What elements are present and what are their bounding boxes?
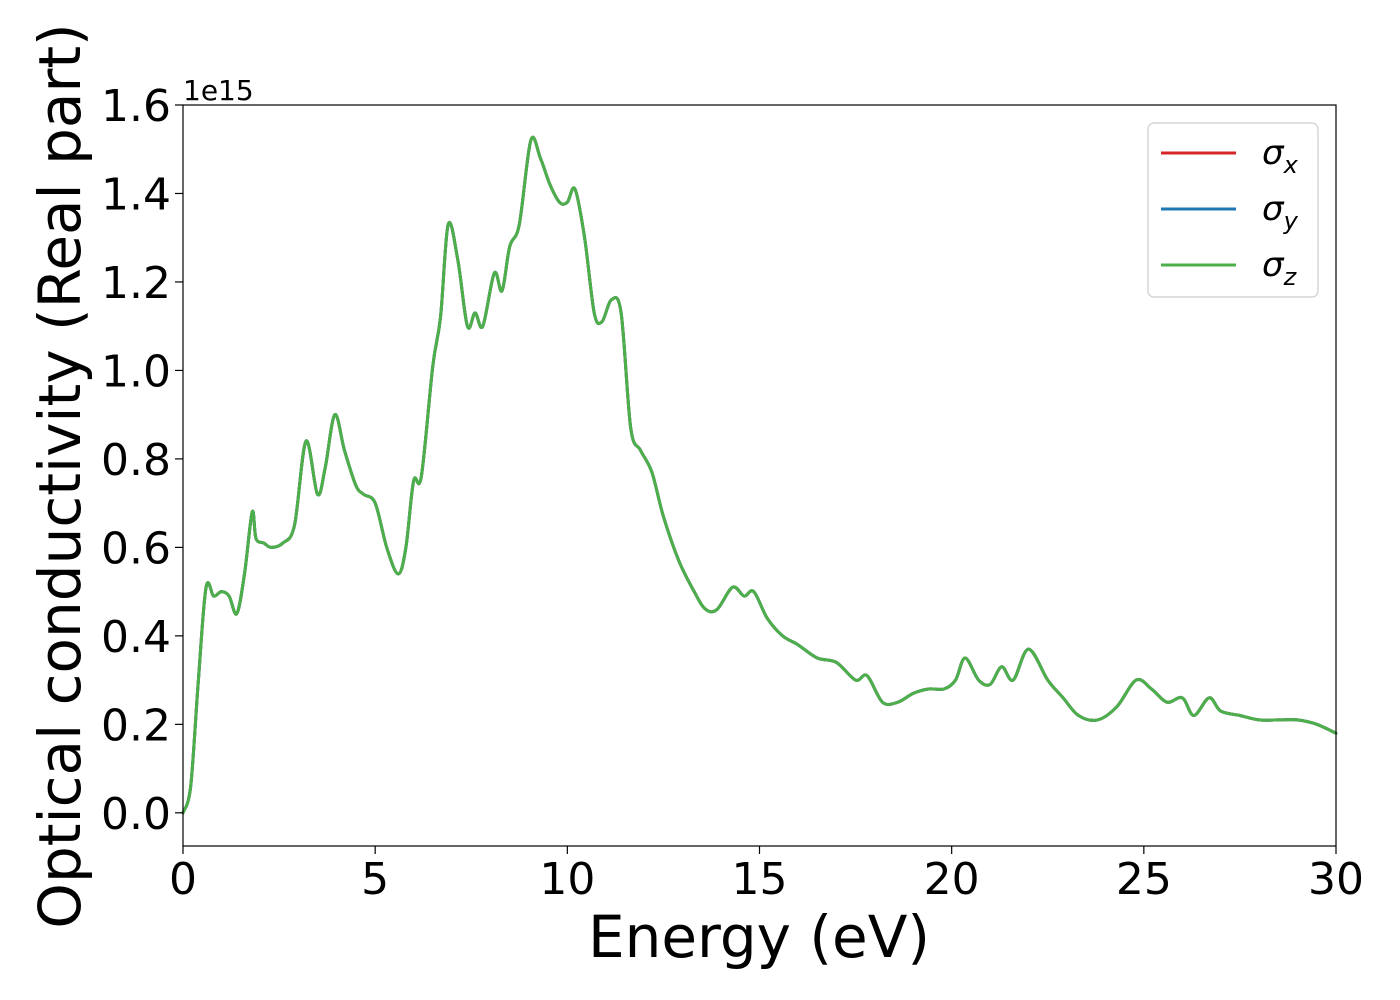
y-axis-label: Optical conductivity (Real part) [26,23,94,928]
x-tick-label: 25 [1116,854,1172,905]
x-tick-label: 15 [732,854,788,905]
x-tick-label: 5 [361,854,389,905]
y-tick-label: 1.6 [101,81,171,132]
legend-label: σz [1262,245,1298,291]
x-tick-label: 10 [539,854,595,905]
legend-entries: σx σy σz [1161,133,1299,291]
y-tick-label: 1.4 [101,169,171,220]
x-axis-label: Energy (eV) [588,903,930,971]
x-tick-label: 20 [924,854,980,905]
y-offset-label: 1e15 [183,74,254,107]
x-tick-label: 30 [1308,854,1364,905]
y-tick-label: 0.6 [101,523,171,574]
series-line-3 [181,135,1338,815]
y-tick-label: 1.2 [101,258,171,309]
series-layer [181,135,1338,815]
legend: σx σy σz [1147,122,1319,298]
y-tick-label: 0.8 [101,435,171,486]
y-axis-ticks: 0.0 0.2 0.4 0.6 0.8 1.0 1.2 1.4 1.6 [101,81,183,840]
y-tick-label: 0.2 [101,700,171,751]
legend-label: σx [1262,133,1299,179]
legend-label: σy [1262,189,1299,235]
y-tick-label: 1.0 [101,346,171,397]
y-tick-label: 0.0 [101,789,171,840]
x-tick-label: 0 [169,854,197,905]
x-axis-ticks: 0 5 10 15 20 25 30 [169,846,1364,905]
y-tick-label: 0.4 [101,612,171,663]
